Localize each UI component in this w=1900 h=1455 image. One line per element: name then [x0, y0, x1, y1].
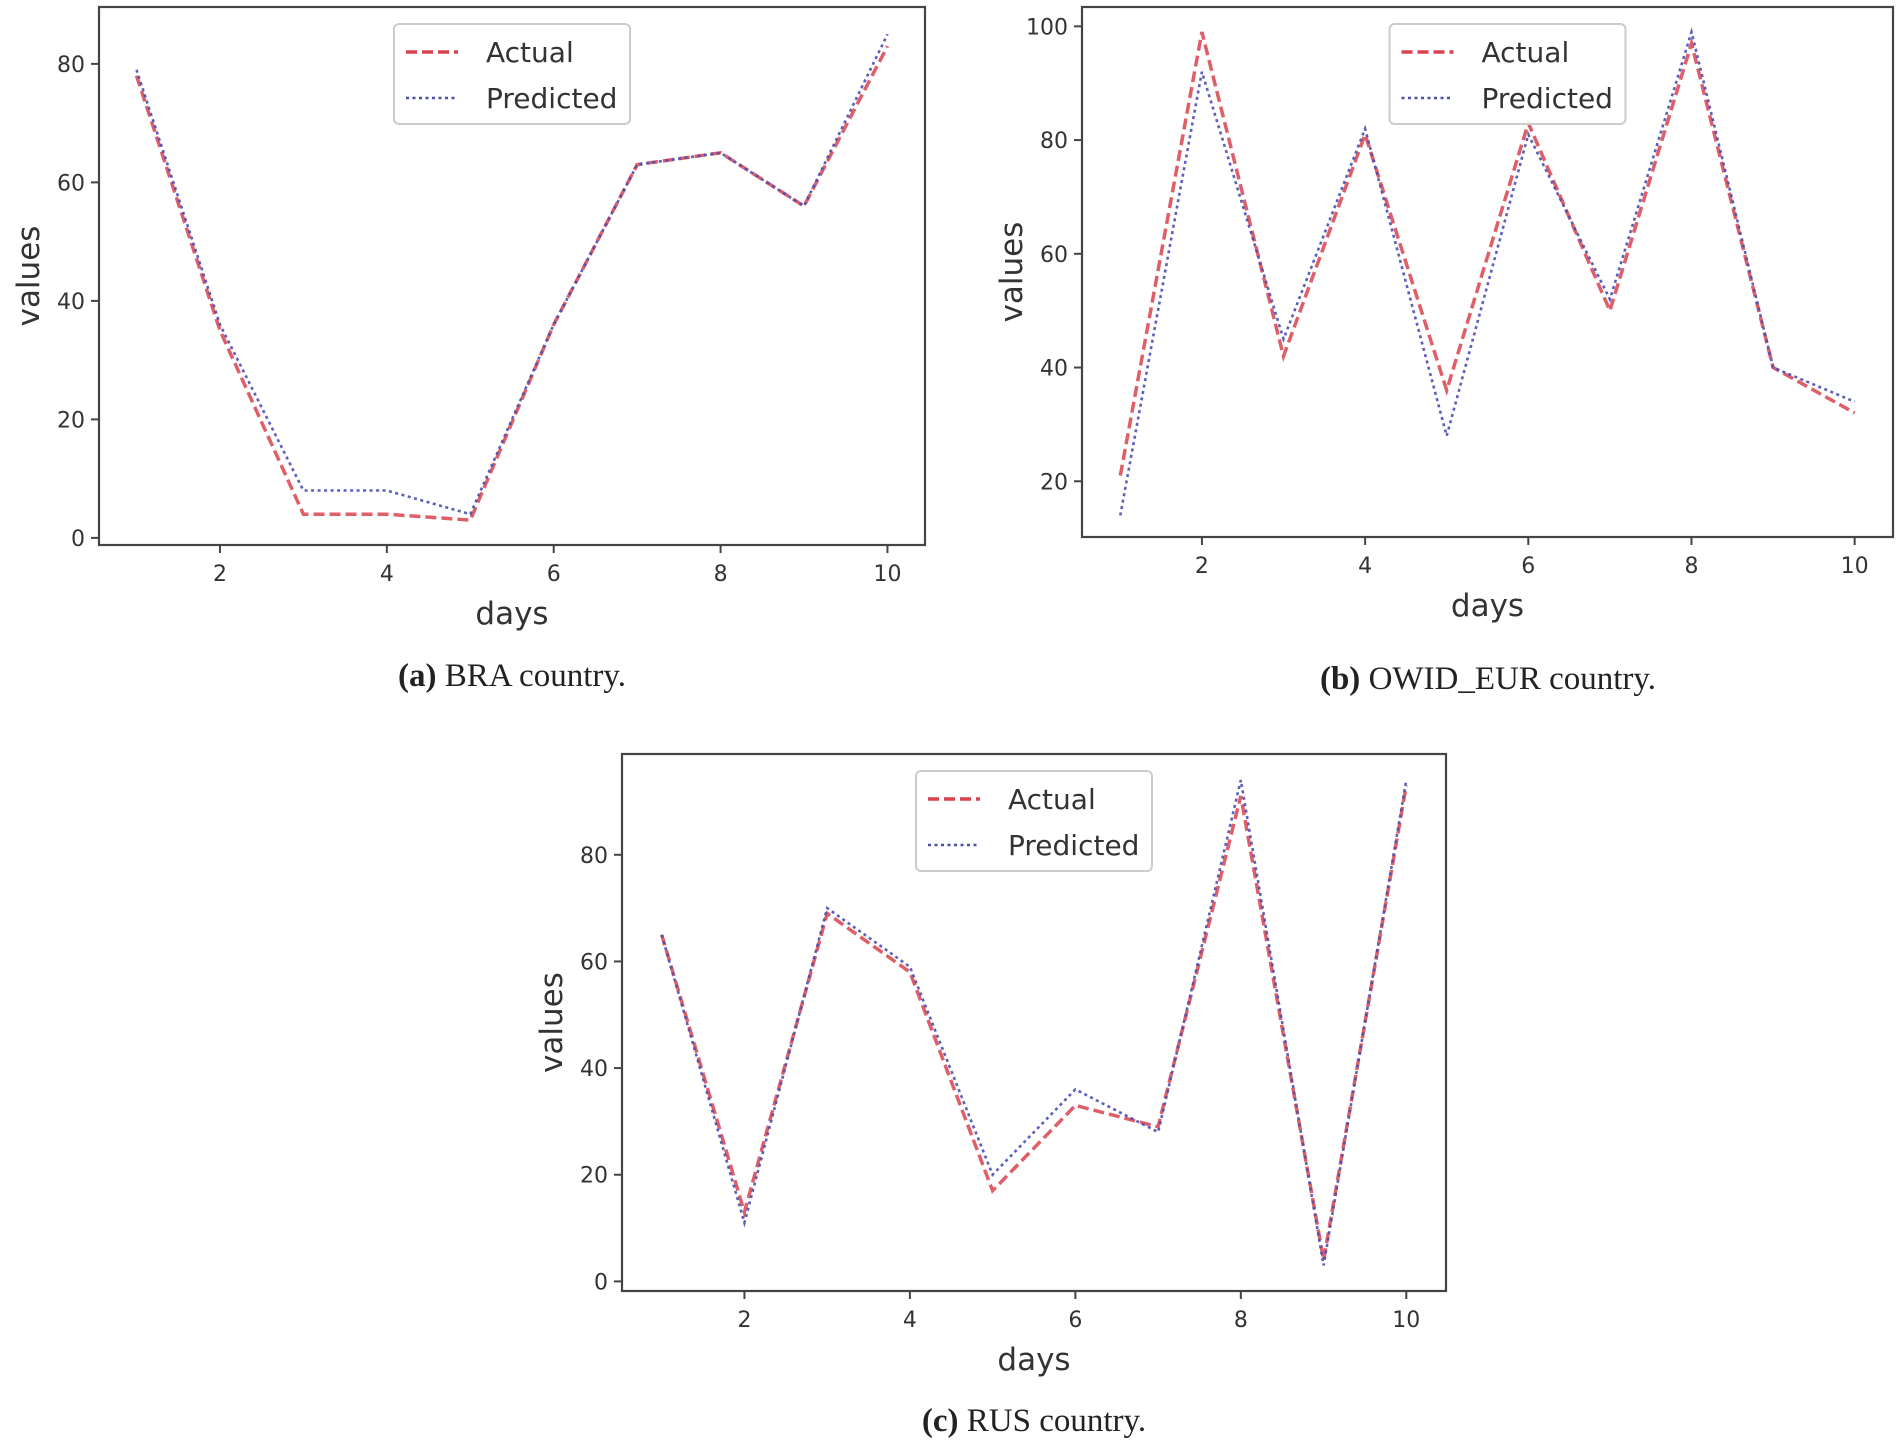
y-tick-label: 40	[57, 290, 85, 315]
caption-b: (b) OWID_EUR country.	[1319, 661, 1657, 697]
y-tick-label: 40	[1040, 357, 1068, 382]
y-tick-label: 80	[580, 844, 608, 869]
x-tick-label: 2	[737, 1308, 751, 1333]
x-axis-label: days	[1451, 588, 1524, 624]
axes-frame	[620, 752, 1448, 1293]
x-tick-label: 8	[1234, 1308, 1248, 1333]
y-tick-label: 20	[580, 1164, 608, 1189]
y-axis-label: values	[11, 226, 47, 327]
x-tick-label: 8	[1684, 554, 1698, 579]
x-tick-label: 4	[903, 1308, 917, 1333]
legend: Actual Predicted	[393, 23, 631, 125]
y-tick-label: 80	[57, 53, 85, 78]
series-line-predicted	[660, 779, 1408, 1266]
y-tick-label: 20	[57, 408, 85, 433]
series-line-predicted	[135, 33, 889, 516]
y-tick-label: 60	[1040, 243, 1068, 268]
y-tick-label: 20	[1040, 470, 1068, 495]
x-tick-label: 6	[547, 562, 561, 587]
legend-label-actual: Actual	[1008, 783, 1096, 816]
y-tick-label: 100	[1026, 15, 1068, 40]
y-tick-label: 0	[71, 527, 85, 552]
series-line-predicted	[1119, 27, 1856, 516]
y-tick-label: 80	[1040, 129, 1068, 154]
legend: Actual Predicted	[1388, 23, 1627, 125]
x-tick-label: 6	[1068, 1308, 1082, 1333]
x-axis-label: days	[997, 1342, 1070, 1378]
legend-label-actual: Actual	[486, 36, 574, 69]
legend: Actual Predicted	[915, 770, 1153, 872]
x-tick-label: 10	[873, 562, 901, 587]
chart-2: 2 4 6 8 10 20 40 60 80 100 days values Actual Predict…	[994, 5, 1895, 624]
x-tick-label: 4	[1358, 554, 1372, 579]
caption-a: (a) BRA country.	[398, 658, 626, 694]
legend-label-predicted: Predicted	[1482, 82, 1613, 115]
caption-c: (c) RUS country.	[921, 1403, 1147, 1439]
x-tick-label: 2	[213, 562, 227, 587]
y-axis-label: values	[994, 222, 1030, 323]
chart-1: 2 4 6 8 10 0 20 40 60 80 days values Actual Predicted	[11, 5, 927, 632]
legend-label-predicted: Predicted	[486, 82, 617, 115]
x-tick-label: 2	[1195, 554, 1209, 579]
y-tick-label: 40	[580, 1057, 608, 1082]
chart-3: 2 4 6 8 10 0 20 40 60 80 days values Actual Predicted	[534, 752, 1448, 1378]
x-tick-label: 8	[714, 562, 728, 587]
legend-label-predicted: Predicted	[1008, 829, 1139, 862]
y-axis-label: values	[534, 972, 570, 1073]
x-tick-label: 10	[1392, 1308, 1420, 1333]
series-line-actual	[1118, 31, 1856, 476]
x-tick-label: 4	[380, 562, 394, 587]
legend-label-actual: Actual	[1482, 36, 1570, 69]
axes-frame	[97, 5, 927, 547]
x-tick-label: 6	[1521, 554, 1535, 579]
x-axis-label: days	[475, 596, 548, 632]
axes-frame	[1080, 5, 1895, 539]
x-tick-label: 10	[1841, 554, 1869, 579]
series-line-actual	[134, 45, 890, 522]
y-tick-label: 60	[57, 171, 85, 196]
y-tick-label: 60	[580, 950, 608, 975]
y-tick-label: 0	[594, 1270, 608, 1295]
